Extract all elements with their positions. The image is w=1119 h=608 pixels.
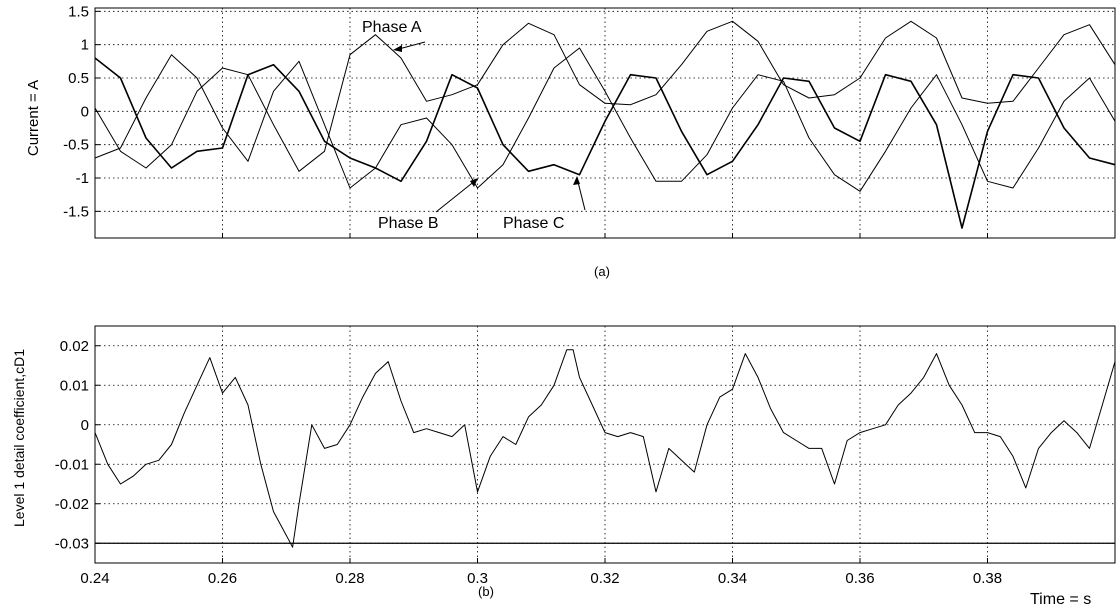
x-axis-label-b: Time = s xyxy=(1030,591,1091,608)
series-lines-a xyxy=(94,20,1116,229)
annotation-phase-b: Phase B xyxy=(378,215,438,232)
x-tick-label: 0.36 xyxy=(845,570,874,587)
arrowhead-phase-c xyxy=(573,176,580,185)
x-tick-label: 0.32 xyxy=(590,570,619,587)
y-tick-label: -1.5 xyxy=(63,203,89,220)
y-tick-label: 0.01 xyxy=(60,377,89,394)
panel-b: 0.24 0.26 0.28 0.3 0.32 0.34 0.36 0.38 -0.03 -0.0… xyxy=(11,325,1116,608)
x-tick-label: 0.38 xyxy=(973,570,1002,587)
y-tick-label: -0.02 xyxy=(55,496,89,513)
series-lines-b xyxy=(94,349,1116,548)
arrow-phase-b xyxy=(435,179,477,213)
x-tick-label: 0.24 xyxy=(80,570,109,587)
y-tick-label: 0 xyxy=(81,417,89,434)
grid-a xyxy=(95,8,1115,238)
y-axis-label-b: Level 1 detail coefficient,cD1 xyxy=(11,349,27,527)
series-line-b xyxy=(94,349,1116,548)
arrowhead-phase-b xyxy=(470,178,478,187)
y-axis-label-a: Current = A xyxy=(25,80,42,156)
x-tick-label: 0.34 xyxy=(718,570,747,587)
y-tick-label: -0.03 xyxy=(55,535,89,552)
y-tick-label: 0 xyxy=(81,103,89,120)
y-tick-label: -1 xyxy=(76,170,89,187)
x-tick-label: 0.28 xyxy=(335,570,364,587)
panel-a: -1.5 -1 -0.5 0 0.5 1 1.5 Current = A (a) Phase… xyxy=(25,3,1116,279)
x-tick-label: 0.26 xyxy=(208,570,237,587)
x-tick-label: 0.3 xyxy=(467,570,488,587)
panel-caption-a: (a) xyxy=(594,264,610,279)
ticks-a: -1.5 -1 -0.5 0 0.5 1 1.5 xyxy=(63,3,1116,238)
series-line-phase-a xyxy=(94,20,1116,172)
panel-caption-b: (b) xyxy=(478,584,494,599)
y-tick-label: -0.5 xyxy=(63,137,89,154)
series-line-phase-b xyxy=(94,47,1116,192)
annotation-phase-a: Phase A xyxy=(362,19,422,36)
y-tick-label: 1 xyxy=(81,37,89,54)
series-line-phase-c xyxy=(94,57,1116,229)
y-tick-label: 0.02 xyxy=(60,338,89,355)
y-tick-label: -0.01 xyxy=(55,456,89,473)
y-tick-label: 1.5 xyxy=(68,3,89,20)
ticks-b: 0.24 0.26 0.28 0.3 0.32 0.34 0.36 0.38 -0.03 -0.0… xyxy=(55,338,1002,587)
arrowhead-phase-a xyxy=(393,45,402,52)
annotation-phase-c: Phase C xyxy=(503,215,564,232)
grid-b xyxy=(95,326,1115,563)
y-tick-label: 0.5 xyxy=(68,70,89,87)
